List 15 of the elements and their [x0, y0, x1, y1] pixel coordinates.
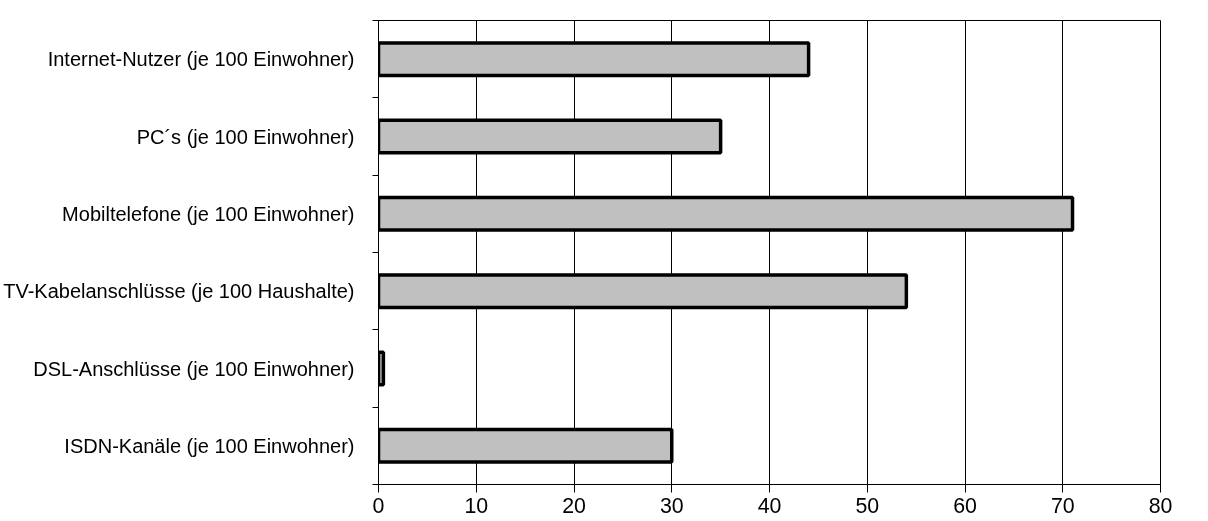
y-tick-label: DSL-Anschlüsse (je 100 Einwohner)	[33, 357, 355, 380]
x-tick-label: 30	[659, 493, 684, 518]
x-tick-label: 50	[855, 493, 880, 518]
y-tick-label: TV-Kabelanschlüsse (je 100 Haushalte)	[3, 280, 355, 303]
y-tick-label: Mobiltelefone (je 100 Einwohner)	[62, 202, 355, 225]
x-tick-label: 0	[372, 493, 385, 518]
y-tick-label: PC´s (je 100 Einwohner)	[136, 125, 355, 148]
y-tick-label: ISDN-Kanäle (je 100 Einwohner)	[64, 434, 355, 457]
x-tick-label: 70	[1050, 493, 1075, 518]
x-tick-label: 60	[953, 493, 977, 518]
x-tick-label: 10	[464, 493, 489, 518]
x-tick-label: 40	[757, 493, 782, 518]
y-tick-label: Internet-Nutzer (je 100 Einwohner)	[47, 48, 355, 71]
x-tick-label: 80	[1148, 493, 1173, 518]
x-tick-label: 20	[562, 493, 586, 518]
